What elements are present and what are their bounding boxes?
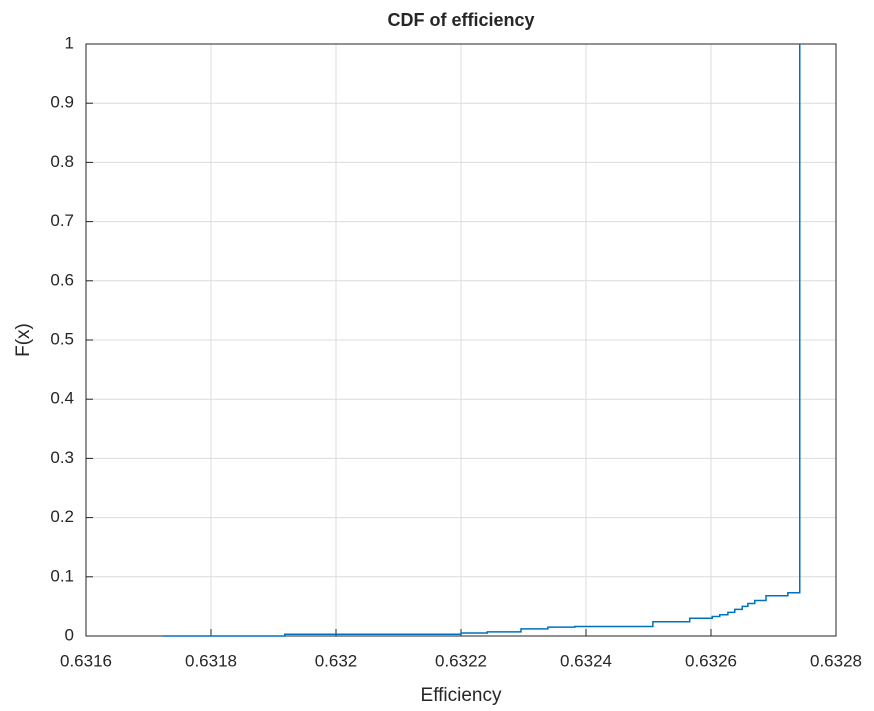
y-tick-label: 0 [65, 625, 74, 644]
x-tick-label: 0.6326 [685, 651, 737, 670]
y-tick-label: 0.4 [50, 389, 74, 408]
y-tick-label: 0.9 [50, 93, 74, 112]
x-tick-label: 0.6316 [60, 651, 112, 670]
x-tick-label: 0.632 [315, 651, 358, 670]
y-tick-label: 0.7 [50, 211, 74, 230]
x-tick-label: 0.6328 [810, 651, 862, 670]
x-tick-label: 0.6318 [185, 651, 237, 670]
chart-title: CDF of efficiency [387, 10, 534, 30]
cdf-line [162, 44, 801, 637]
x-tick-label: 0.6322 [435, 651, 487, 670]
y-tick-label: 0.6 [50, 270, 74, 289]
y-tick-label: 0.8 [50, 152, 74, 171]
y-tick-label: 0.1 [50, 566, 74, 585]
y-tick-label: 0.2 [50, 507, 74, 526]
x-tick-label: 0.6324 [560, 651, 612, 670]
plot-frame [85, 43, 837, 637]
y-tick-label: 0.5 [50, 329, 74, 348]
y-tick-label: 0.3 [50, 448, 74, 467]
y-tick-label: 1 [65, 33, 74, 52]
x-axis-label: Efficiency [421, 685, 502, 706]
y-axis-label: F(x) [13, 323, 34, 357]
